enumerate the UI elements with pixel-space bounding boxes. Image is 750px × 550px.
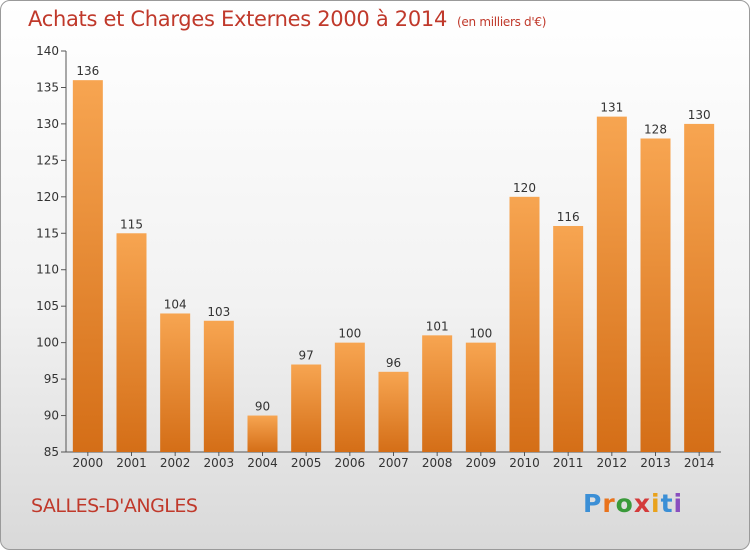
data-label: 96 (386, 356, 401, 370)
logo-letter: i (651, 489, 661, 518)
x-tick-label: 2002 (160, 456, 191, 470)
logo-letter: r (602, 489, 616, 518)
chart-title-text: Achats et Charges Externes 2000 à 2014 (28, 7, 448, 31)
y-tick-label: 95 (44, 372, 59, 386)
proxiti-logo: Proxiti (583, 489, 683, 518)
data-label: 131 (600, 101, 623, 115)
y-tick-label: 125 (36, 153, 59, 167)
x-tick-label: 2010 (509, 456, 540, 470)
bar (596, 116, 627, 453)
bar (422, 335, 453, 452)
y-tick-label: 120 (36, 190, 59, 204)
y-tick-label: 90 (44, 409, 59, 423)
y-tick-label: 115 (36, 226, 59, 240)
x-tick-label: 2014 (684, 456, 715, 470)
x-tick-label: 2006 (335, 456, 366, 470)
x-tick-label: 2008 (422, 456, 453, 470)
logo-letter: t (660, 489, 674, 518)
x-tick-label: 2012 (597, 456, 628, 470)
bar (465, 342, 496, 452)
logo-letter: o (615, 489, 634, 518)
x-tick-label: 2005 (291, 456, 322, 470)
bar (640, 138, 671, 452)
y-tick-label: 100 (36, 336, 59, 350)
logo-letter: P (583, 489, 603, 518)
data-label: 100 (469, 327, 492, 341)
y-tick-label: 130 (36, 117, 59, 131)
data-label: 101 (426, 319, 449, 333)
data-label: 130 (688, 108, 711, 122)
data-label: 115 (120, 217, 143, 231)
place-name: SALLES-D'ANGLES (31, 495, 198, 517)
y-tick-label: 135 (36, 80, 59, 94)
data-label: 120 (513, 181, 536, 195)
bar (160, 313, 191, 452)
data-label: 128 (644, 122, 667, 136)
logo-letter: i (673, 489, 684, 518)
data-label: 116 (557, 210, 580, 224)
bar (203, 320, 234, 452)
data-label: 100 (338, 327, 361, 341)
y-tick-label: 140 (36, 44, 59, 58)
data-label: 90 (255, 400, 270, 414)
x-tick-label: 2003 (204, 456, 235, 470)
x-tick-label: 2009 (466, 456, 497, 470)
bar (684, 123, 715, 452)
chart-title: Achats et Charges Externes 2000 à 2014 (e… (28, 7, 546, 31)
data-label: 104 (164, 297, 187, 311)
bar (509, 196, 540, 452)
data-label: 97 (299, 349, 314, 363)
x-tick-label: 2013 (640, 456, 671, 470)
logo-letter: x (633, 489, 651, 518)
data-label: 136 (76, 64, 99, 78)
bar (378, 371, 409, 452)
bar (247, 415, 278, 452)
bar (116, 233, 147, 452)
bar (291, 364, 322, 452)
x-tick-label: 2011 (553, 456, 584, 470)
x-tick-label: 2001 (116, 456, 147, 470)
x-tick-label: 2007 (378, 456, 409, 470)
bar (334, 342, 365, 452)
bar (553, 225, 584, 452)
chart-unit: (en milliers d'€) (457, 15, 547, 29)
y-tick-label: 105 (36, 299, 59, 313)
data-label: 103 (207, 305, 230, 319)
y-tick-label: 110 (36, 263, 59, 277)
bar (72, 80, 103, 452)
x-tick-label: 2004 (247, 456, 278, 470)
y-tick-label: 85 (44, 445, 59, 459)
x-tick-label: 2000 (73, 456, 104, 470)
